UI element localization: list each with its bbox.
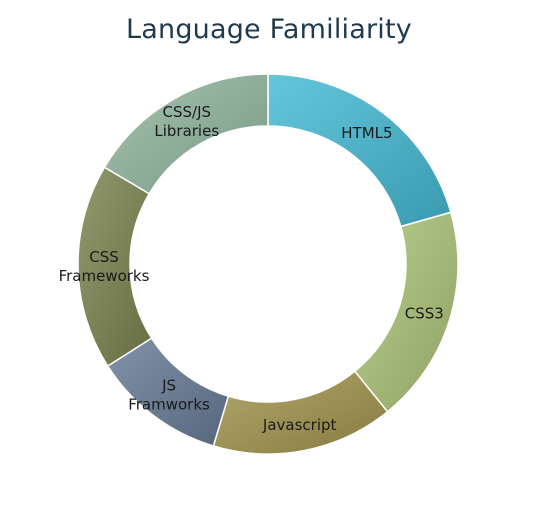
donut-slice-html5 [267, 73, 452, 228]
slice-label-javascript: Javascript [262, 416, 337, 434]
donut-slice-css-js-libraries [103, 73, 269, 195]
donut-slice-javascript [212, 370, 389, 455]
slice-label-css-frameworks: CSS Frameworks [59, 248, 150, 285]
slice-label-css-js-libraries: CSS/JS Libraries [154, 103, 219, 140]
donut-labels: HTML5 CSS3 Javascript JS Framworks CSS Framewo… [59, 103, 444, 434]
slice-label-css3: CSS3 [405, 305, 444, 323]
chart-title: Language Familiarity [126, 14, 412, 45]
slice-label-js-framworks: JS Framworks [128, 376, 210, 413]
slice-label-html5: HTML5 [341, 124, 392, 142]
donut-slices [77, 73, 459, 455]
